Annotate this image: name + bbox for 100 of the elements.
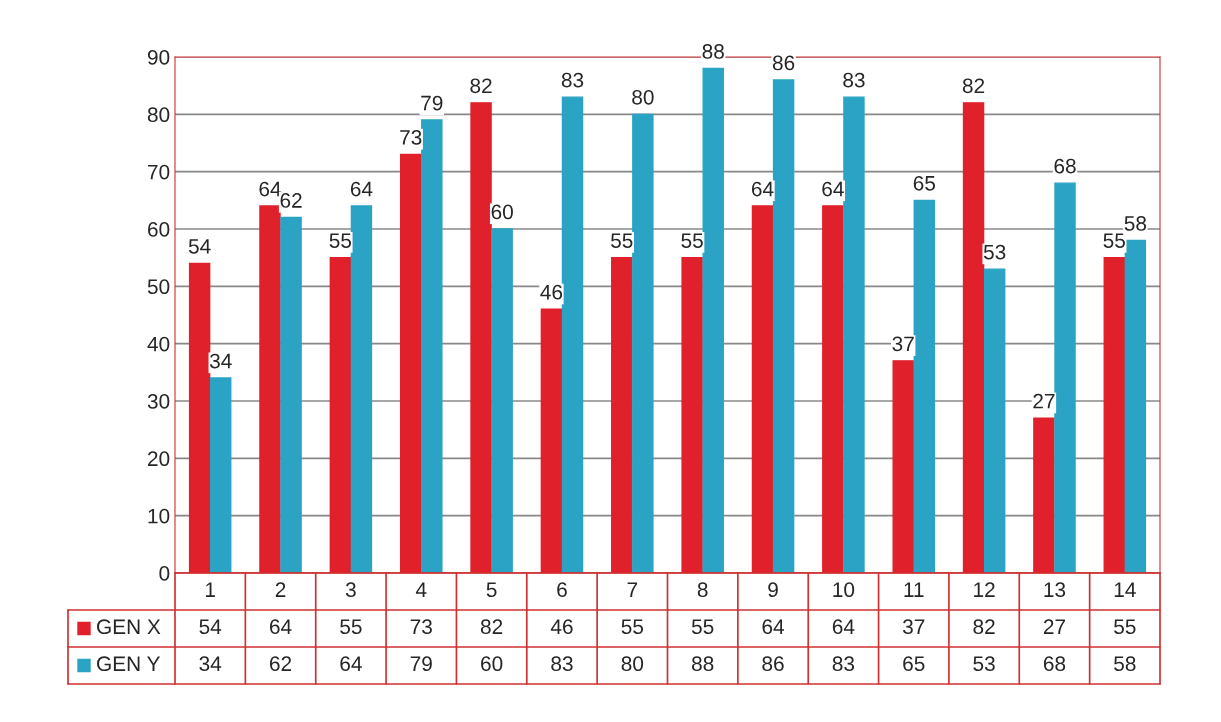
annotation: 79	[421, 95, 443, 111]
data-label: 64	[762, 619, 785, 635]
y-tick-label: 70	[148, 164, 170, 180]
y-tick-label: 30	[147, 394, 170, 409]
bar	[1033, 417, 1055, 573]
annotation: 64	[822, 181, 844, 197]
bar	[913, 199, 936, 573]
data-label: 58	[1114, 656, 1136, 672]
bar	[632, 113, 654, 573]
annotation: 62	[280, 193, 302, 208]
annotation: 54	[188, 239, 211, 254]
data-label: 79	[410, 656, 432, 672]
annotation: 65	[913, 175, 936, 191]
x-tick-label: 13	[1044, 582, 1066, 598]
annotation: 58	[1124, 216, 1147, 231]
bar	[350, 205, 373, 573]
bar	[962, 102, 985, 573]
annotation: 55	[1103, 233, 1125, 248]
data-label: 65	[903, 656, 925, 672]
y-tick-label: 20	[148, 451, 170, 467]
data-label: 80	[621, 656, 644, 672]
bar	[210, 377, 232, 573]
bar	[772, 79, 795, 573]
x-tick-label: 10	[833, 582, 855, 598]
bar	[822, 205, 844, 573]
bar	[540, 308, 563, 573]
y-tick-label: 80	[147, 107, 170, 123]
bar	[259, 205, 281, 573]
annotation: 82	[470, 78, 492, 94]
bar	[470, 102, 492, 573]
annotation: 27	[1033, 393, 1055, 409]
bar	[188, 262, 211, 573]
data-label: 64	[832, 619, 855, 635]
data-label: 37	[902, 619, 925, 635]
x-tick-label: 8	[697, 582, 708, 598]
data-label: 88	[692, 656, 714, 672]
y-tick-label: 40	[147, 336, 170, 352]
data-label: 55	[1114, 619, 1136, 635]
data-label: 83	[832, 656, 855, 672]
annotation: 55	[681, 233, 703, 248]
bar	[399, 153, 422, 573]
bar	[421, 119, 443, 573]
annotation: 46	[540, 284, 563, 300]
data-label: 53	[973, 656, 995, 672]
annotation: 82	[962, 78, 985, 94]
data-label: 64	[270, 619, 292, 635]
annotation: 64	[751, 181, 774, 197]
annotation: 37	[892, 336, 914, 352]
bar	[751, 205, 774, 573]
annotation: 68	[1054, 158, 1076, 174]
data-label: 55	[691, 619, 714, 635]
y-tick-label: 0	[159, 566, 170, 581]
data-label: 82	[480, 619, 503, 635]
annotation: 60	[491, 204, 513, 220]
bar	[1103, 256, 1125, 573]
x-tick-label: 9	[768, 582, 778, 598]
annotation: 64	[350, 181, 373, 197]
bar	[561, 96, 584, 573]
bar	[702, 67, 724, 573]
data-label: 86	[762, 656, 784, 672]
y-tick-label: 10	[148, 508, 170, 524]
x-tick-label: 4	[415, 582, 427, 597]
y-tick-label: 90	[147, 50, 170, 65]
x-tick-label: 3	[345, 582, 356, 598]
bar	[1124, 239, 1147, 573]
data-label: 60	[481, 656, 503, 672]
data-label: 68	[1043, 656, 1066, 672]
bar	[611, 256, 633, 573]
x-tick-label: 7	[627, 582, 638, 597]
y-tick-label: 60	[148, 222, 170, 237]
annotation: 55	[329, 233, 352, 248]
data-label: 55	[621, 619, 644, 635]
bar	[1054, 182, 1076, 573]
annotation: 86	[772, 55, 795, 71]
annotation: 88	[702, 44, 724, 59]
legend-label: GEN Y	[97, 656, 161, 672]
x-tick-label: 12	[974, 582, 995, 597]
data-label: 46	[550, 619, 573, 635]
x-tick-label: 14	[1114, 582, 1136, 597]
bar	[329, 256, 352, 573]
x-tick-label: 5	[486, 582, 497, 598]
y-tick-label: 50	[147, 279, 170, 295]
data-label: 64	[340, 656, 362, 672]
data-label: 54	[199, 619, 222, 635]
legend-label: GEN X	[97, 619, 161, 635]
data-label: 73	[410, 619, 432, 635]
annotation: 64	[259, 181, 281, 197]
x-tick-label: 2	[275, 582, 286, 597]
x-tick-label: 1	[205, 582, 215, 597]
annotation: 83	[561, 72, 584, 88]
data-label: 62	[270, 656, 292, 672]
data-label: 34	[199, 656, 222, 672]
annotation: 80	[632, 89, 654, 105]
bar	[892, 360, 914, 573]
x-tick-label: 11	[904, 582, 924, 597]
bar	[280, 216, 302, 573]
bar	[843, 96, 865, 573]
data-label: 82	[973, 619, 995, 635]
x-tick-label: 6	[557, 582, 567, 598]
bar	[983, 268, 1006, 573]
